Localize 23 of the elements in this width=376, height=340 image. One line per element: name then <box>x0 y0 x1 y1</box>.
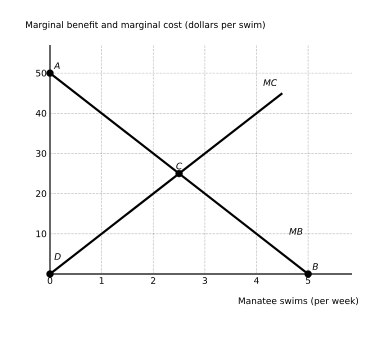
point <box>46 69 54 77</box>
annotation: B <box>312 263 318 270</box>
y-tick-label: 50 <box>36 70 46 77</box>
annotation: D <box>54 253 61 260</box>
x-tick-label: 1 <box>100 277 104 284</box>
x-tick-label: 4 <box>254 277 259 284</box>
text: MB <box>289 228 302 235</box>
x-tick-label: 0 <box>48 277 52 284</box>
x-tick-label: 5 <box>306 277 310 284</box>
series-label: MC <box>263 79 278 86</box>
y-axis-title: Marginal benefit and marginal cost (dollars per swim) <box>26 21 265 30</box>
y-tick-label: 30 <box>36 150 46 157</box>
point <box>175 170 183 178</box>
annotation: C <box>176 162 182 170</box>
y-tick-label: 40 <box>36 110 46 117</box>
x-tick-label: 3 <box>202 277 208 284</box>
annotation: A <box>54 62 60 69</box>
y-tick-label: 20 <box>36 190 46 198</box>
x-axis-title: Manatee swims (per week) <box>238 297 358 306</box>
point <box>46 270 54 278</box>
point <box>304 270 312 278</box>
x-tick-label: 2 <box>151 277 156 284</box>
y-tick-label: 10 <box>36 230 46 238</box>
